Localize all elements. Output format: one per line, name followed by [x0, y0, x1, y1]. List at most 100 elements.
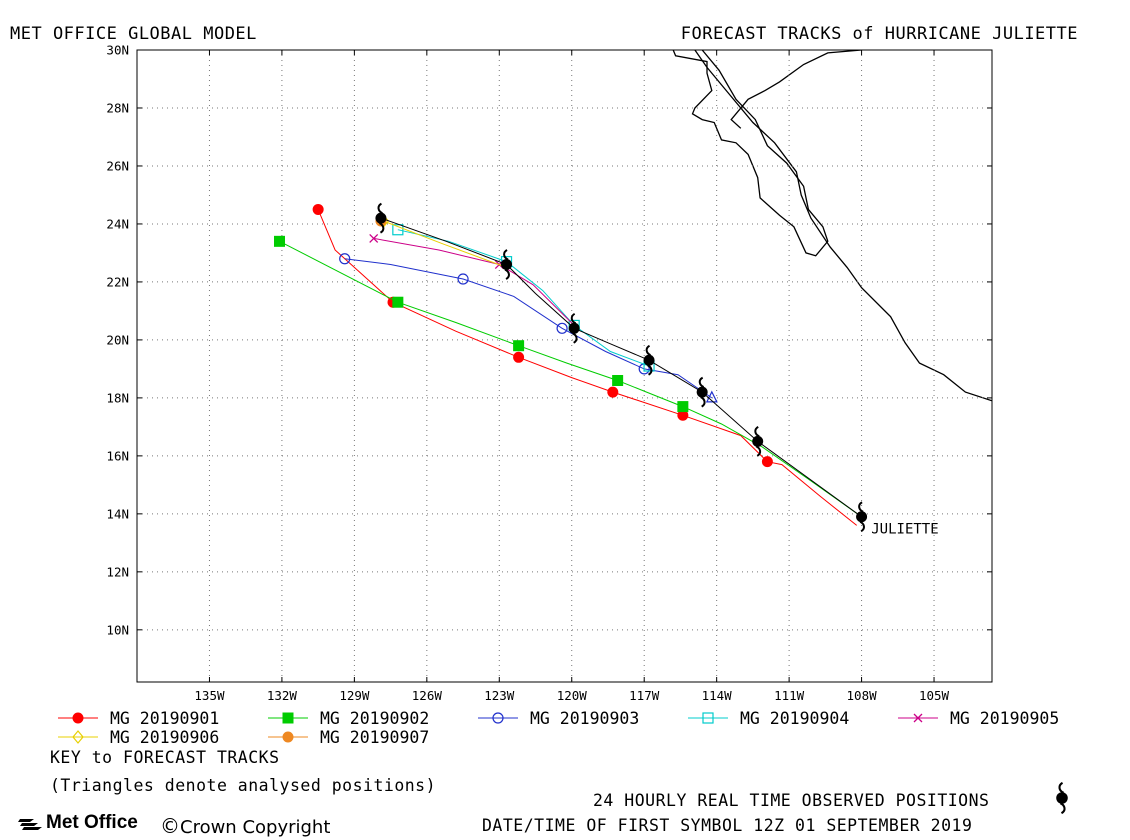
key-title: KEY to FORECAST TRACKS	[50, 748, 280, 767]
longitude-tick-label: 114W	[702, 688, 733, 703]
grid-lines	[137, 49, 992, 682]
track-line	[279, 240, 862, 518]
latitude-tick-label: 10N	[106, 622, 129, 637]
logo-text: Met Office	[46, 812, 138, 833]
track-point	[339, 253, 351, 265]
hurricane-icon	[856, 501, 868, 533]
hurricane-icon	[696, 376, 708, 408]
longitude-tick-label: 117W	[629, 688, 660, 703]
legend: MG 20190901 MG 20190902 MG 20190903 MG 2019…	[58, 709, 1059, 747]
track-point	[392, 224, 404, 236]
track-point	[761, 456, 773, 468]
track-point	[457, 273, 469, 285]
latitude-tick-label: 26N	[106, 158, 129, 173]
track-point	[556, 322, 568, 334]
track-point	[369, 233, 379, 243]
chart-title: FORECAST TRACKS of HURRICANE JULIETTE	[680, 24, 1078, 44]
legend-marker	[282, 731, 294, 743]
legend-item: MG 20190906	[58, 728, 219, 747]
hurricane-icon-arm	[859, 520, 865, 533]
longitude-tick-label: 135W	[194, 688, 225, 703]
longitude-tick-label: 111W	[774, 688, 805, 703]
hurricane-icon-arm	[754, 426, 760, 438]
track-point	[392, 296, 404, 308]
track-line	[383, 220, 507, 268]
hurricane-icon-arm	[700, 396, 706, 408]
longitude-tick-label: 120W	[557, 688, 588, 703]
copyright: ©Crown Copyright	[160, 814, 330, 838]
map-frame	[136, 49, 993, 683]
longitude-tick-label: 129W	[339, 688, 370, 703]
legend-label: MG 20190901	[110, 709, 219, 728]
hurricane-icon	[1056, 781, 1068, 815]
legend-marker	[72, 712, 84, 724]
legend-marker	[702, 712, 714, 724]
track-point	[513, 340, 525, 352]
analysed-position-triangle	[705, 390, 718, 403]
track-mg-20190906	[377, 214, 507, 268]
hurricane-icon	[568, 312, 580, 344]
hurricane-icon-arm	[1058, 781, 1065, 794]
key-note: (Triangles denote analysed positions)	[50, 776, 437, 795]
longitude-ticks: 135W 132W 129W 126W 123W 120W 117W 114W 111W 108W…	[194, 50, 950, 703]
hurricane-icon-arm	[645, 344, 652, 357]
forecast-tracks	[274, 203, 862, 526]
legend-label: MG 20190906	[110, 728, 219, 747]
longitude-tick-label: 132W	[267, 688, 298, 703]
legend-label: MG 20190907	[320, 728, 429, 747]
hurricane-icon-arm	[698, 376, 705, 389]
hurricane-icon	[375, 202, 387, 234]
legend-item: MG 20190905	[898, 709, 1059, 728]
legend-label: MG 20190903	[530, 709, 639, 728]
hurricane-icon-arm	[377, 202, 383, 215]
latitude-tick-label: 30N	[106, 43, 129, 58]
latitude-tick-label: 22N	[106, 274, 129, 289]
longitude-tick-label: 108W	[847, 688, 878, 703]
latitude-tick-label: 12N	[106, 564, 129, 579]
latitude-ticks: 10N 12N 14N 16N 18N 20N 22N 24N 26N 28N 30N	[106, 43, 992, 637]
observed-track	[375, 202, 868, 533]
longitude-tick-label: 105W	[919, 688, 950, 703]
hurricane-icon-core	[643, 354, 655, 366]
latitude-tick-label: 18N	[106, 390, 129, 405]
first-symbol-datetime: DATE/TIME OF FIRST SYMBOL 12Z 01 SEPTEMB…	[482, 816, 973, 835]
latitude-tick-label: 28N	[106, 100, 129, 115]
model-title: MET OFFICE GLOBAL MODEL	[10, 24, 257, 44]
track-line	[397, 229, 650, 367]
track-point	[607, 386, 619, 398]
hurricane-icon-core	[696, 386, 708, 398]
coastline-segment	[694, 50, 992, 402]
hurricane-icon-core	[752, 435, 764, 447]
hurricane-icon	[752, 426, 764, 457]
latitude-tick-label: 16N	[106, 448, 129, 463]
legend-item: MG 20190907	[268, 728, 429, 747]
legend-label: MG 20190905	[950, 709, 1059, 728]
legend-label: MG 20190904	[740, 709, 849, 728]
met-office-logo-icon	[18, 819, 42, 830]
legend-label: MG 20190902	[320, 709, 429, 728]
longitude-tick-label: 126W	[412, 688, 443, 703]
hurricane-icon-arm	[504, 268, 510, 280]
hurricane-icon-arm	[572, 332, 578, 344]
hurricane-icon-arm	[503, 249, 509, 261]
hurricane-icon-core	[568, 322, 580, 334]
storm-label: JULIETTE	[871, 521, 938, 537]
hurricane-legend-icon	[1056, 781, 1068, 815]
track-point	[612, 374, 624, 386]
track-point	[513, 351, 525, 363]
track-line	[317, 209, 858, 526]
latitude-tick-label: 20N	[106, 332, 129, 347]
track-line	[344, 258, 713, 399]
track-mg-20190903	[339, 253, 718, 403]
coastline-segment	[672, 50, 829, 257]
legend-item: MG 20190902	[268, 709, 429, 728]
latitude-tick-label: 14N	[106, 506, 129, 521]
coastline-segment	[730, 50, 862, 129]
legend-marker	[72, 730, 84, 744]
track-point	[274, 235, 285, 247]
observed-track-line	[380, 217, 862, 518]
hurricane-icon-core	[856, 511, 868, 523]
track-point	[677, 401, 689, 413]
met-office-logo: Met Office	[18, 812, 138, 834]
